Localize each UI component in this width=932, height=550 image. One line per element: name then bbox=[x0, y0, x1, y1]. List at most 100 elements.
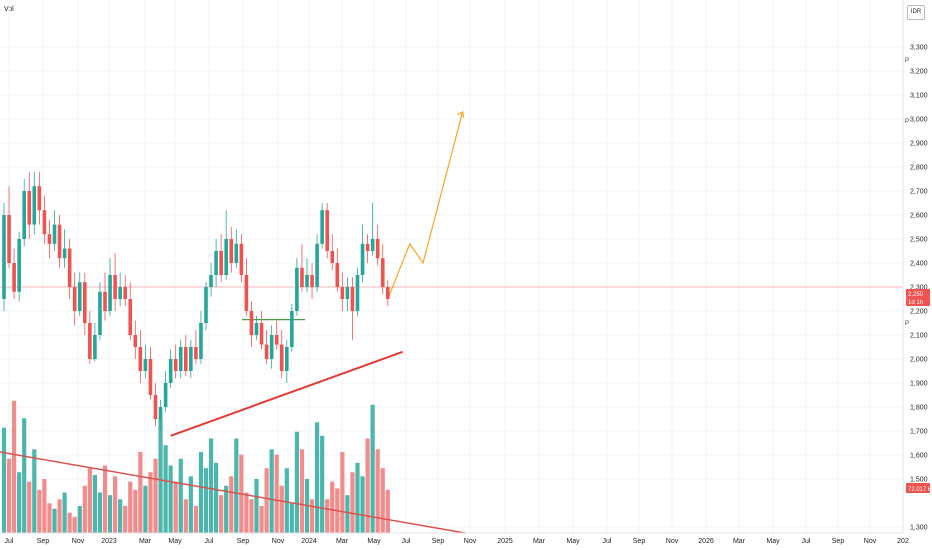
candle-body bbox=[305, 275, 309, 287]
candle-body bbox=[375, 239, 380, 259]
candle-body bbox=[158, 407, 163, 419]
volume-bar bbox=[72, 516, 77, 533]
candle bbox=[310, 263, 314, 299]
price-tick-label: 3,000 bbox=[910, 117, 928, 124]
time-tick-label: Nov bbox=[72, 538, 85, 545]
candle bbox=[148, 347, 153, 400]
candle bbox=[320, 203, 324, 249]
time-tick-label: 202 bbox=[897, 538, 909, 545]
price-tick-label: 1,700 bbox=[910, 429, 928, 436]
time-tick-label: May bbox=[168, 538, 182, 545]
volume-bar bbox=[229, 476, 234, 533]
candle bbox=[77, 272, 82, 316]
price-tick-label: 2,300 bbox=[910, 285, 928, 292]
volume-bar bbox=[67, 512, 72, 533]
volume-bar bbox=[52, 508, 57, 533]
volume-bar bbox=[340, 452, 345, 533]
candle bbox=[93, 323, 97, 362]
volume-bar bbox=[158, 418, 163, 533]
candle bbox=[234, 229, 239, 268]
volume-bar bbox=[102, 465, 108, 533]
candle bbox=[259, 311, 264, 350]
axis-marker: P bbox=[905, 321, 909, 327]
candle bbox=[57, 215, 62, 268]
candle bbox=[103, 272, 107, 321]
candle bbox=[143, 344, 148, 379]
candle bbox=[7, 186, 11, 268]
candle bbox=[264, 330, 269, 364]
price-tick-label: 3,200 bbox=[910, 69, 928, 76]
candle-body bbox=[57, 224, 62, 259]
candle-body bbox=[340, 287, 345, 299]
candle bbox=[340, 272, 345, 311]
time-tick-label: May bbox=[566, 538, 580, 545]
candle bbox=[163, 371, 168, 412]
volume-bar bbox=[264, 468, 269, 533]
time-tick-label: Jul bbox=[603, 538, 612, 545]
candle bbox=[184, 335, 188, 376]
candle-body bbox=[42, 210, 47, 235]
volume-bar bbox=[219, 495, 224, 533]
candle bbox=[199, 311, 203, 364]
candle-body bbox=[199, 323, 203, 359]
volume-bar bbox=[193, 506, 198, 533]
candle bbox=[330, 234, 335, 271]
candle bbox=[254, 315, 259, 340]
candle bbox=[108, 258, 112, 316]
volume-bar bbox=[92, 474, 97, 533]
candle-body bbox=[209, 275, 213, 287]
volume-bar bbox=[17, 472, 22, 533]
candle-body bbox=[229, 239, 234, 263]
candle-body bbox=[330, 251, 335, 263]
candle bbox=[83, 272, 87, 335]
candle bbox=[2, 203, 6, 311]
candle bbox=[118, 272, 122, 307]
time-tick-label: Nov bbox=[464, 538, 477, 545]
volume-bar bbox=[6, 458, 12, 533]
candle bbox=[27, 171, 32, 239]
candle-body bbox=[310, 275, 314, 287]
candle bbox=[279, 330, 284, 379]
candle bbox=[224, 210, 228, 280]
candle-body bbox=[52, 224, 57, 244]
volume-bar bbox=[22, 418, 27, 533]
candle-body bbox=[380, 258, 385, 287]
volume-bar bbox=[123, 506, 128, 533]
volume-bar bbox=[254, 479, 259, 533]
candles bbox=[2, 171, 390, 431]
volume-bar bbox=[365, 438, 370, 533]
candle-body bbox=[98, 291, 102, 335]
projection-arrowhead bbox=[457, 110, 465, 118]
candle bbox=[244, 258, 249, 316]
candle-body bbox=[108, 275, 112, 311]
volume-bar bbox=[77, 506, 82, 533]
axis-marker: P bbox=[905, 58, 909, 64]
price-tick-label: 2,000 bbox=[910, 357, 928, 364]
candle-body bbox=[279, 344, 284, 371]
candle-body bbox=[290, 311, 294, 347]
chart-annotations bbox=[0, 110, 466, 534]
candle bbox=[219, 234, 223, 283]
projection-path bbox=[387, 111, 464, 300]
time-tick-label: Nov bbox=[272, 538, 285, 545]
candle bbox=[52, 210, 57, 251]
currency-button[interactable]: IDR bbox=[907, 5, 925, 20]
volume-bar bbox=[350, 472, 355, 533]
candle bbox=[168, 349, 173, 388]
volume-bar bbox=[385, 489, 390, 533]
candle-body bbox=[173, 359, 178, 371]
candle bbox=[305, 258, 309, 292]
current-price-badge bbox=[906, 289, 930, 298]
candle-body bbox=[386, 287, 390, 299]
candle-body bbox=[7, 215, 11, 263]
candle-body bbox=[184, 347, 188, 371]
candle-body bbox=[148, 359, 153, 395]
candle-body bbox=[189, 347, 193, 371]
candle bbox=[194, 330, 198, 364]
volume-bar bbox=[113, 476, 118, 533]
time-tick-label: 2026 bbox=[698, 538, 714, 545]
candle bbox=[128, 282, 133, 340]
time-tick-label: Sep bbox=[37, 538, 50, 545]
volume-bar bbox=[62, 492, 67, 533]
